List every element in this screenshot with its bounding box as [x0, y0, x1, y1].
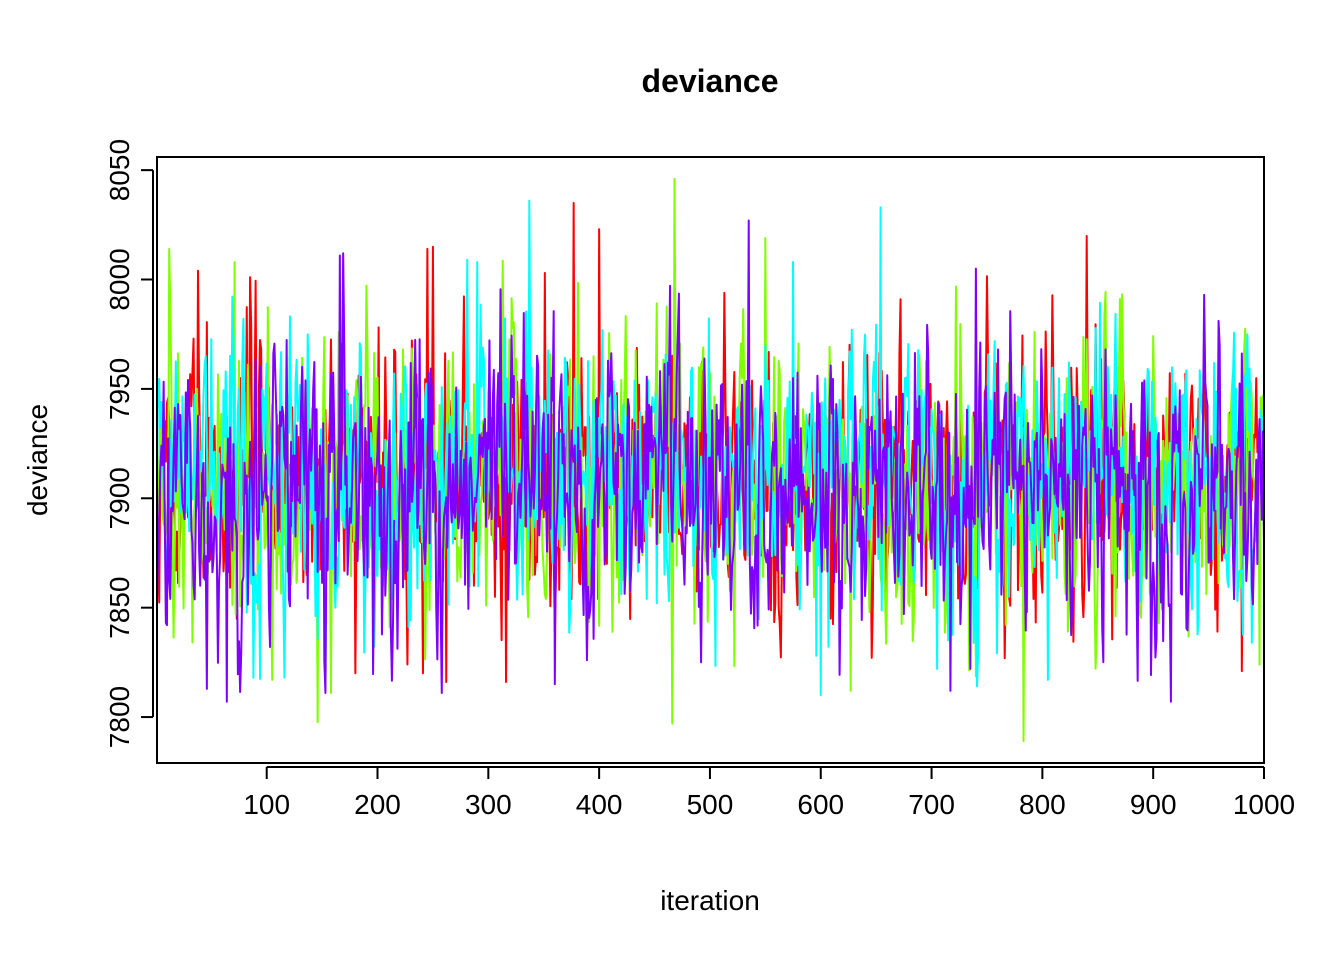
x-axis: 100 200 300 400 500 600 700 800 900 1000: [243, 766, 1295, 820]
x-tick-label: 500: [687, 789, 734, 820]
x-tick-label: 800: [1019, 789, 1066, 820]
chart-title: deviance: [642, 63, 779, 99]
x-tick-label: 600: [797, 789, 844, 820]
plot-frame: [156, 156, 1265, 764]
y-tick-label: 7800: [104, 686, 135, 748]
x-tick-label: 300: [465, 789, 512, 820]
y-axis: 7800 7850 7900 7950 8000 8050: [104, 139, 154, 748]
y-tick-label: 7850: [104, 577, 135, 639]
plot-area: [157, 177, 1264, 743]
y-tick-label: 8050: [104, 139, 135, 201]
x-tick-label: 700: [908, 789, 955, 820]
x-tick-label: 900: [1130, 789, 1177, 820]
y-tick-label: 8000: [104, 248, 135, 310]
x-tick-label: 200: [354, 789, 401, 820]
y-tick-label: 7900: [104, 467, 135, 529]
x-axis-label: iteration: [660, 885, 760, 916]
y-axis-label: deviance: [22, 404, 53, 516]
x-tick-label: 1000: [1233, 789, 1295, 820]
x-tick-label: 100: [243, 789, 290, 820]
y-tick-label: 7950: [104, 358, 135, 420]
series-line-4: [157, 219, 1264, 703]
x-tick-label: 400: [576, 789, 623, 820]
